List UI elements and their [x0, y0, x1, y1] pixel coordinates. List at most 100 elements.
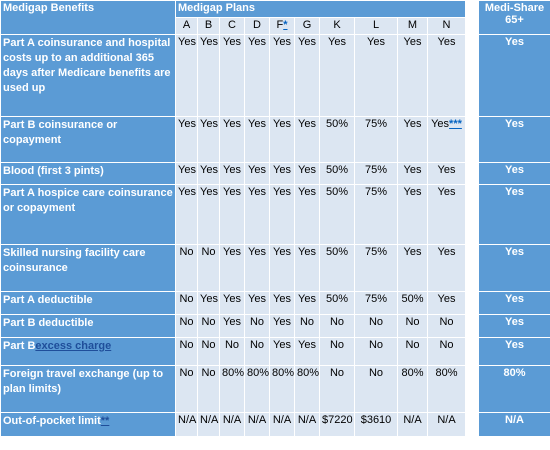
benefit-link[interactable]: **: [100, 415, 110, 427]
plan-value: Yes: [244, 244, 270, 292]
plan-value: Yes: [219, 116, 245, 163]
value-text: Yes: [223, 164, 241, 176]
plan-label: L: [372, 19, 380, 31]
benefit-label: Blood (first 3 pints): [0, 162, 176, 185]
plan-value: Yes: [294, 337, 320, 366]
value-text: Yes: [178, 186, 196, 198]
plan-value: 50%: [319, 244, 355, 292]
plan-value: No: [175, 244, 198, 292]
plan-value: 80%: [397, 365, 428, 413]
value-text: No: [368, 316, 384, 328]
plan-value: No: [427, 337, 466, 366]
value-text: Yes: [403, 118, 422, 130]
value-link[interactable]: ***: [449, 118, 462, 130]
value-text: N/A: [403, 414, 422, 426]
value-text: N/A: [247, 414, 267, 426]
plan-header: D: [244, 17, 270, 35]
value-text: 50%: [325, 246, 349, 258]
value-text: N/A: [297, 414, 317, 426]
value-text: No: [179, 246, 194, 258]
medishare-value: Yes: [478, 244, 550, 292]
plan-label: F: [276, 19, 284, 31]
value-text: Yes: [273, 316, 291, 328]
gap: [465, 184, 479, 245]
plan-value: Yes: [427, 244, 466, 292]
value-text: Yes: [298, 293, 316, 305]
plan-value: No: [244, 337, 270, 366]
value-text: Yes: [200, 36, 218, 48]
value-text: Yes: [298, 36, 316, 48]
plan-link[interactable]: *: [283, 19, 288, 31]
value-text: Yes: [273, 118, 291, 130]
value-text: 80%: [297, 367, 320, 379]
value-text: Yes: [248, 164, 266, 176]
plan-value: Yes: [269, 244, 295, 292]
value-text: Yes: [248, 293, 266, 305]
value-text: 75%: [364, 293, 388, 305]
benefit-text: Skilled nursing facility care coinsuranc…: [3, 247, 146, 274]
plan-value: Yes: [175, 162, 198, 185]
plan-value: Yes: [219, 184, 245, 245]
plan-value: 50%: [319, 291, 355, 315]
plan-value: No: [319, 337, 355, 366]
value-text: Yes: [178, 36, 196, 48]
benefit-text: Part A hospice care coinsurance or copay…: [3, 187, 173, 214]
value-text: No: [201, 316, 216, 328]
value-text: 75%: [364, 164, 388, 176]
plan-value: N/A: [269, 412, 295, 437]
benefit-row: Part A deductible No Yes Yes Yes Yes Yes 50% 75%…: [0, 291, 550, 315]
plan-label: N: [442, 19, 451, 31]
plan-value: Yes: [397, 184, 428, 245]
value-text: $7220: [322, 414, 353, 426]
medishare-text: Yes: [505, 118, 524, 130]
value-text: 75%: [364, 186, 388, 198]
value-text: 50%: [325, 293, 349, 305]
plan-label: D: [253, 19, 261, 31]
medishare-text: Yes: [505, 316, 524, 328]
plan-label: K: [333, 19, 341, 31]
plan-value: Yes: [219, 162, 245, 185]
value-text: Yes: [328, 36, 346, 48]
plan-value: Yes: [219, 244, 245, 292]
plan-value: N/A: [244, 412, 270, 437]
plan-header: M: [397, 17, 428, 35]
plan-value: Yes: [244, 162, 270, 185]
value-text: Yes: [200, 293, 218, 305]
value-text: 80%: [247, 367, 270, 379]
value-text: 80%: [435, 367, 458, 379]
benefit-label: Part A deductible: [0, 291, 176, 315]
value-text: No: [368, 339, 384, 351]
plan-header: C: [219, 17, 245, 35]
benefit-row: Out-of-pocket limit** N/A N/A N/A N/A N/A N/A $…: [0, 412, 550, 437]
value-text: 75%: [364, 118, 388, 130]
plan-value: 75%: [354, 116, 398, 163]
value-text: Yes: [431, 118, 450, 130]
benefit-label: Foreign travel exchange (up to plan limi…: [0, 365, 176, 413]
plan-value: Yes: [197, 34, 220, 117]
plan-value: N/A: [197, 412, 220, 437]
value-text: Yes: [248, 246, 266, 258]
plans-title: Medigap Plans: [175, 0, 466, 18]
plan-value: Yes: [244, 116, 270, 163]
medishare-value: Yes: [478, 291, 550, 315]
benefit-text: Part A coinsurance and hospital costs up…: [3, 37, 171, 94]
benefit-label: Out-of-pocket limit**: [0, 412, 176, 437]
plan-value: N/A: [175, 412, 198, 437]
medishare-header: Medi-Share 65+: [478, 0, 550, 35]
plan-value: Yes: [197, 116, 220, 163]
value-text: No: [329, 316, 345, 328]
value-text: 80%: [272, 367, 295, 379]
value-text: 80%: [401, 367, 424, 379]
benefit-row: Part B coinsurance or copayment Yes Yes Yes…: [0, 116, 550, 163]
plan-value: No: [219, 337, 245, 366]
value-text: Yes: [367, 36, 385, 48]
gap: [465, 162, 479, 185]
value-text: Yes: [223, 186, 241, 198]
value-text: Yes: [403, 246, 422, 258]
value-text: $3610: [360, 414, 392, 426]
plan-value: Yes: [175, 184, 198, 245]
plan-value: 50%: [397, 291, 428, 315]
benefit-link[interactable]: excess charge: [35, 340, 112, 352]
plan-value: 80%: [269, 365, 295, 413]
value-text: No: [179, 293, 194, 305]
